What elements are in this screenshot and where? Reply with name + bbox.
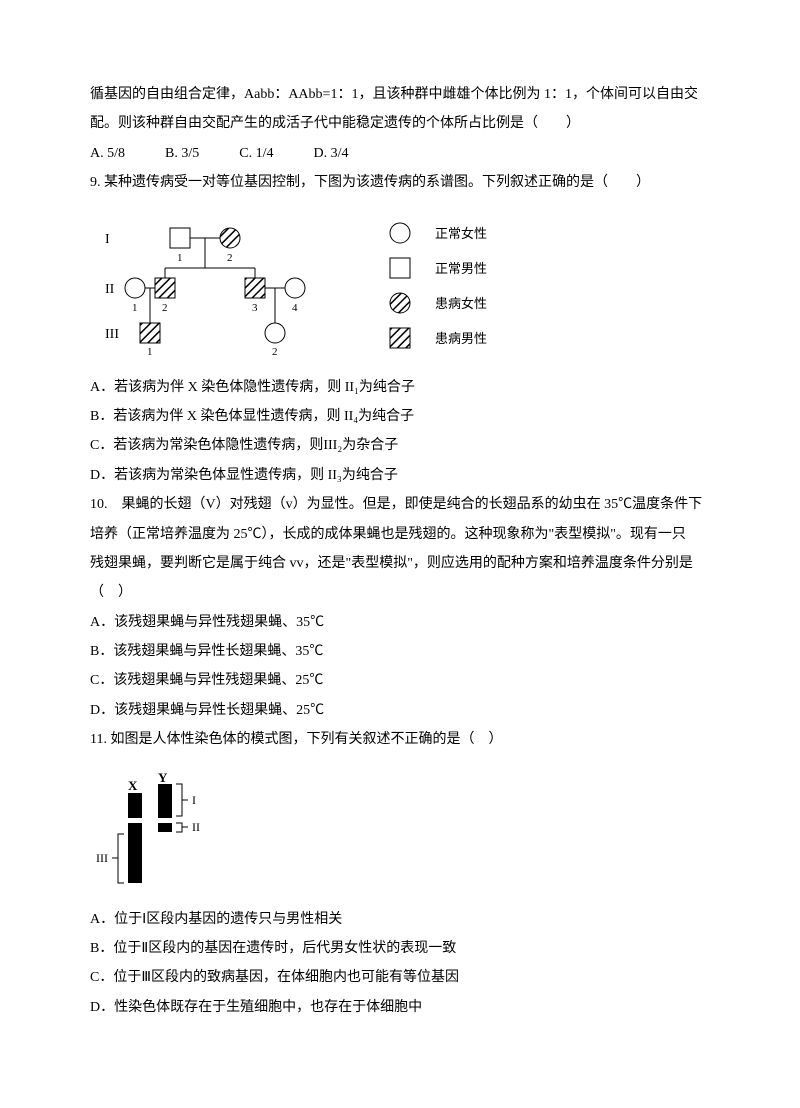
q8-optD: D. 3/4 [313, 139, 348, 168]
q9-stem: 9. 某种遗传病受一对等位基因控制，下图为该遗传病的系谱图。下列叙述正确的是（ … [90, 168, 710, 197]
q9-optC: C．若该病为常染色体隐性遗传病，则III₂为杂合子 [90, 431, 710, 460]
q11-optC: C．位于Ⅲ区段内的致病基因，在体细胞内也可能有等位基因 [90, 963, 710, 992]
svg-text:2: 2 [162, 302, 168, 314]
region-I-label: I [192, 793, 196, 807]
svg-text:1: 1 [132, 302, 138, 314]
q8-optC: C. 1/4 [239, 139, 273, 168]
x-label: X [128, 778, 138, 793]
legend-normal-female: 正常女性 [435, 226, 487, 241]
q10-optB: B．该残翅果蝇与异性长翅果蝇、35℃ [90, 637, 710, 666]
svg-text:2: 2 [272, 346, 278, 358]
q8-optB: B. 3/5 [165, 139, 199, 168]
pedigree-svg: I II III 1 2 1 2 3 4 1 2 正常女性 正常男性 患病女性 … [90, 213, 590, 358]
legend-affected-female: 患病女性 [435, 296, 487, 311]
q8-options: A. 5/8 B. 3/5 C. 1/4 D. 3/4 [90, 139, 710, 168]
region-II-label: II [192, 820, 200, 834]
q11-optD: D．性染色体既存在于生殖细胞中，也存在于体细胞中 [90, 993, 710, 1022]
q8-line1: 循基因的自由组合定律，Aabb：AAbb=1：1，且该种群中雌雄个体比例为 1：… [90, 80, 710, 109]
svg-text:3: 3 [252, 302, 258, 314]
q10-line1: 10. 果蝇的长翅（V）对残翅（v）为显性。但是，即使是纯合的长翅品系的幼虫在 … [90, 490, 710, 519]
q9-optA: A．若该病为伴 X 染色体隐性遗传病，则 II₁为纯合子 [90, 373, 710, 402]
q10-line4: （ ） [90, 578, 710, 607]
q9-optD: D．若该病为常染色体显性遗传病，则 II₃为纯合子 [90, 461, 710, 490]
q10-line2: 培养（正常培养温度为 25℃），长成的成体果蝇也是残翅的。这种现象称为"表型模拟… [90, 520, 710, 549]
q10-line3: 残翅果蝇，要判断它是属于纯合 vv，还是"表型模拟"，则应选用的配种方案和培养温… [90, 549, 710, 578]
q11-stem: 11. 如图是人体性染色体的模式图，下列有关叙述不正确的是（ ） [90, 725, 710, 754]
q10-optD: D．该残翅果蝇与异性长翅果蝇、25℃ [90, 696, 710, 725]
q9-pedigree-diagram: I II III 1 2 1 2 3 4 1 2 正常女性 正常男性 患病女性 … [90, 213, 710, 358]
q8-line2: 配。则该种群自由交配产生的成活子代中能稳定遗传的个体所占比例是（ ） [90, 109, 710, 138]
gen-I-label: I [105, 232, 110, 247]
q11-optA: A．位于Ⅰ区段内基因的遗传只与男性相关 [90, 905, 710, 934]
gen-II-label: II [105, 282, 115, 297]
q11-chromosome-diagram: X Y I II III [90, 770, 710, 890]
q10-optC: C．该残翅果蝇与异性残翅果蝇、25℃ [90, 666, 710, 695]
svg-text:4: 4 [292, 302, 298, 314]
legend-affected-male: 患病男性 [435, 331, 487, 346]
chromosome-svg: X Y I II III [90, 770, 250, 890]
y-label: Y [158, 770, 168, 785]
legend-normal-male: 正常男性 [435, 261, 487, 276]
gen-III-label: III [105, 327, 119, 342]
svg-text:1: 1 [147, 346, 153, 358]
q11-optB: B．位于Ⅱ区段内的基因在遗传时，后代男女性状的表现一致 [90, 934, 710, 963]
q10-optA: A．该残翅果蝇与异性残翅果蝇、35℃ [90, 608, 710, 637]
q9-optB: B．若该病为伴 X 染色体显性遗传病，则 II₄为纯合子 [90, 402, 710, 431]
q8-optA: A. 5/8 [90, 139, 125, 168]
svg-text:1: 1 [177, 252, 183, 264]
svg-text:2: 2 [227, 252, 233, 264]
region-III-label: III [96, 851, 108, 865]
